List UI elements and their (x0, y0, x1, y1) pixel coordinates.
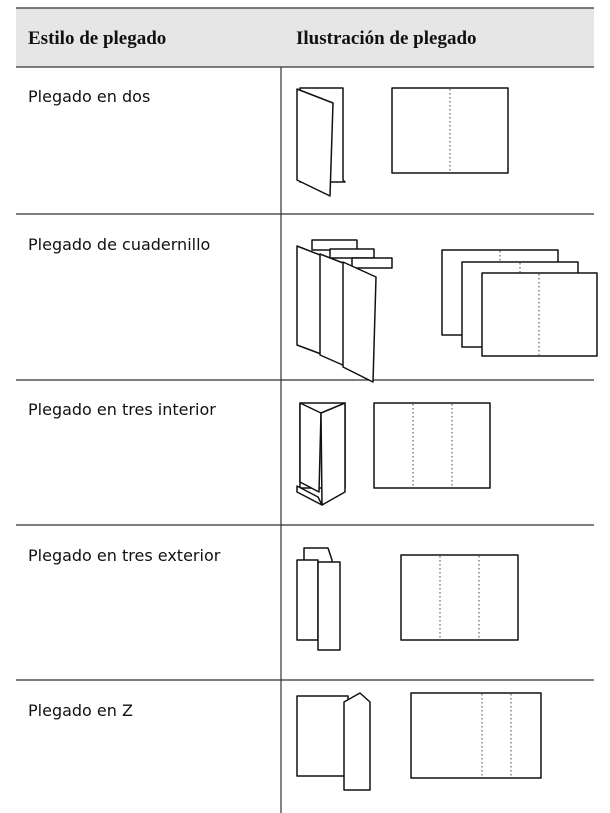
illustration-half-fold (296, 87, 509, 197)
row-label: Plegado de cuadernillo (28, 235, 210, 254)
illustration-letter-fold (296, 402, 491, 506)
header-background (16, 8, 594, 67)
illustration-gate-fold (296, 547, 519, 651)
row-label: Plegado en tres exterior (28, 546, 221, 565)
row-label: Plegado en Z (28, 701, 133, 720)
header-cell: Estilo de plegado (28, 28, 166, 49)
illustration-booklet-fold (296, 239, 598, 383)
row-label: Plegado en dos (28, 87, 150, 106)
illustration-z-fold (296, 692, 542, 791)
row-label: Plegado en tres interior (28, 400, 216, 419)
header-cell: Ilustración de plegado (296, 28, 477, 49)
